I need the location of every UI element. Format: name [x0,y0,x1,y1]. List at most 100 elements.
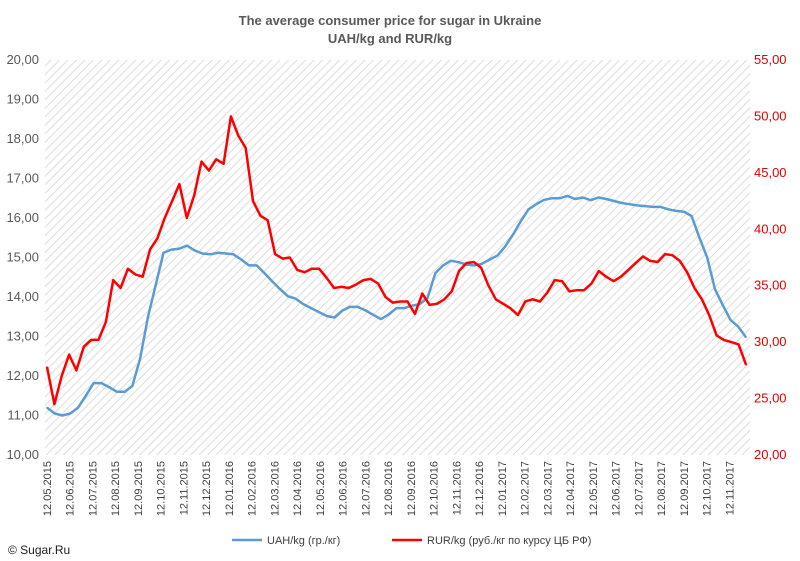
x-tick-label: 12.10.2016 [429,461,441,516]
data-point-s0-79 [659,206,662,208]
data-point-s1-73 [583,289,585,292]
x-tick-label: 12.09.2016 [406,461,418,516]
data-point-s1-6 [90,339,92,341]
y-left-tick-label: 10,00 [6,447,39,462]
data-point-s0-4 [77,406,79,409]
x-tick-label: 12.11.2015 [178,461,190,515]
data-point-s0-70 [589,199,592,201]
data-point-s1-2 [60,375,63,377]
x-tick-label: 12.08.2017 [656,461,668,516]
data-point-s1-10 [119,287,122,289]
y-right-tick-label: 55,00 [754,52,787,67]
data-point-s0-57 [488,258,491,261]
data-point-s1-77 [612,280,615,283]
data-point-s0-63 [535,203,538,205]
data-point-s0-59 [504,245,507,248]
data-point-s0-12 [139,357,141,360]
data-point-s0-80 [667,208,670,211]
x-tick-label: 12.06.2017 [611,461,623,516]
data-point-s1-13 [141,275,144,278]
data-point-s0-87 [721,304,724,306]
data-point-s0-38 [341,310,343,312]
x-tick-label: 12.08.2015 [110,461,122,516]
data-point-s0-69 [582,196,584,199]
data-point-s1-92 [723,339,725,341]
data-point-s0-64 [543,199,545,201]
data-point-s1-79 [627,269,630,271]
data-point-s1-16 [163,217,166,219]
y-right-tick-label: 20,00 [754,447,787,462]
data-point-s0-11 [131,385,134,387]
data-point-s0-73 [613,200,615,202]
data-point-s0-84 [698,236,701,239]
data-point-s1-54 [443,298,446,301]
y-right-tick-label: 40,00 [754,221,787,236]
data-point-s0-55 [473,264,476,267]
data-point-s0-88 [729,319,732,321]
data-point-s1-65 [524,300,527,303]
data-point-s0-18 [186,244,188,247]
data-point-s1-87 [686,271,688,274]
data-point-s0-78 [652,206,654,208]
x-tick-label: 12.11.2017 [724,461,736,515]
data-point-s1-81 [642,255,644,258]
data-point-s1-82 [649,260,652,262]
data-point-s1-38 [325,277,328,279]
data-point-s1-57 [465,262,468,264]
data-point-s1-39 [333,287,335,289]
data-point-s0-68 [574,198,576,200]
y-left-tick-label: 20,00 [6,52,39,67]
series-layer [45,115,748,417]
copyright: © Sugar.Ru [8,543,70,557]
data-point-s0-66 [558,197,561,200]
data-point-s1-36 [311,268,313,270]
x-tick-label: 12.05.2016 [315,461,327,516]
y-right-tick-label: 50,00 [754,108,787,123]
data-point-s1-69 [553,279,556,281]
data-point-s0-10 [123,391,126,393]
data-point-s0-40 [356,306,359,308]
series-line-1 [45,115,748,406]
data-point-s1-64 [517,314,519,316]
data-point-s1-78 [620,275,622,278]
data-point-s0-3 [69,412,72,415]
data-point-s0-16 [170,248,173,251]
x-tick-label: 12.06.2016 [338,461,350,516]
data-point-s1-51 [421,292,424,295]
data-point-s1-35 [303,271,306,274]
data-point-s1-85 [671,254,674,256]
data-point-s1-91 [715,334,718,337]
data-point-s1-30 [266,219,269,222]
data-point-s0-82 [683,210,685,213]
y-left-tick-label: 15,00 [6,250,39,265]
data-point-s0-74 [620,202,623,204]
data-point-s0-52 [450,259,452,262]
data-point-s1-75 [598,270,600,272]
y-left-tick-label: 11,00 [7,408,39,423]
data-point-s1-41 [347,287,350,289]
data-point-s0-32 [294,297,297,300]
data-point-s0-22 [217,252,219,254]
x-tick-label: 12.10.2017 [702,461,714,516]
data-point-s0-19 [193,249,196,252]
data-point-s0-0 [46,406,48,409]
data-point-s1-1 [53,403,56,406]
data-point-s1-21 [200,160,203,163]
x-tick-label: 12.05.2017 [588,461,600,516]
data-point-s0-76 [636,204,639,207]
data-point-s1-18 [178,183,181,185]
data-point-s1-3 [68,353,70,356]
data-point-s0-72 [605,198,607,200]
data-point-s1-45 [377,282,379,285]
x-tick-label: 12.12.2015 [201,461,213,516]
data-point-s1-32 [281,257,284,260]
data-point-s1-55 [450,290,453,293]
data-point-s0-67 [566,195,569,197]
data-point-s1-19 [186,217,188,219]
data-point-s1-14 [149,248,151,251]
data-point-s1-7 [97,339,100,341]
data-point-s0-36 [325,315,328,317]
x-tick-label: 12.10.2015 [156,461,168,516]
data-point-s0-49 [426,297,429,299]
data-point-s0-85 [706,256,708,259]
